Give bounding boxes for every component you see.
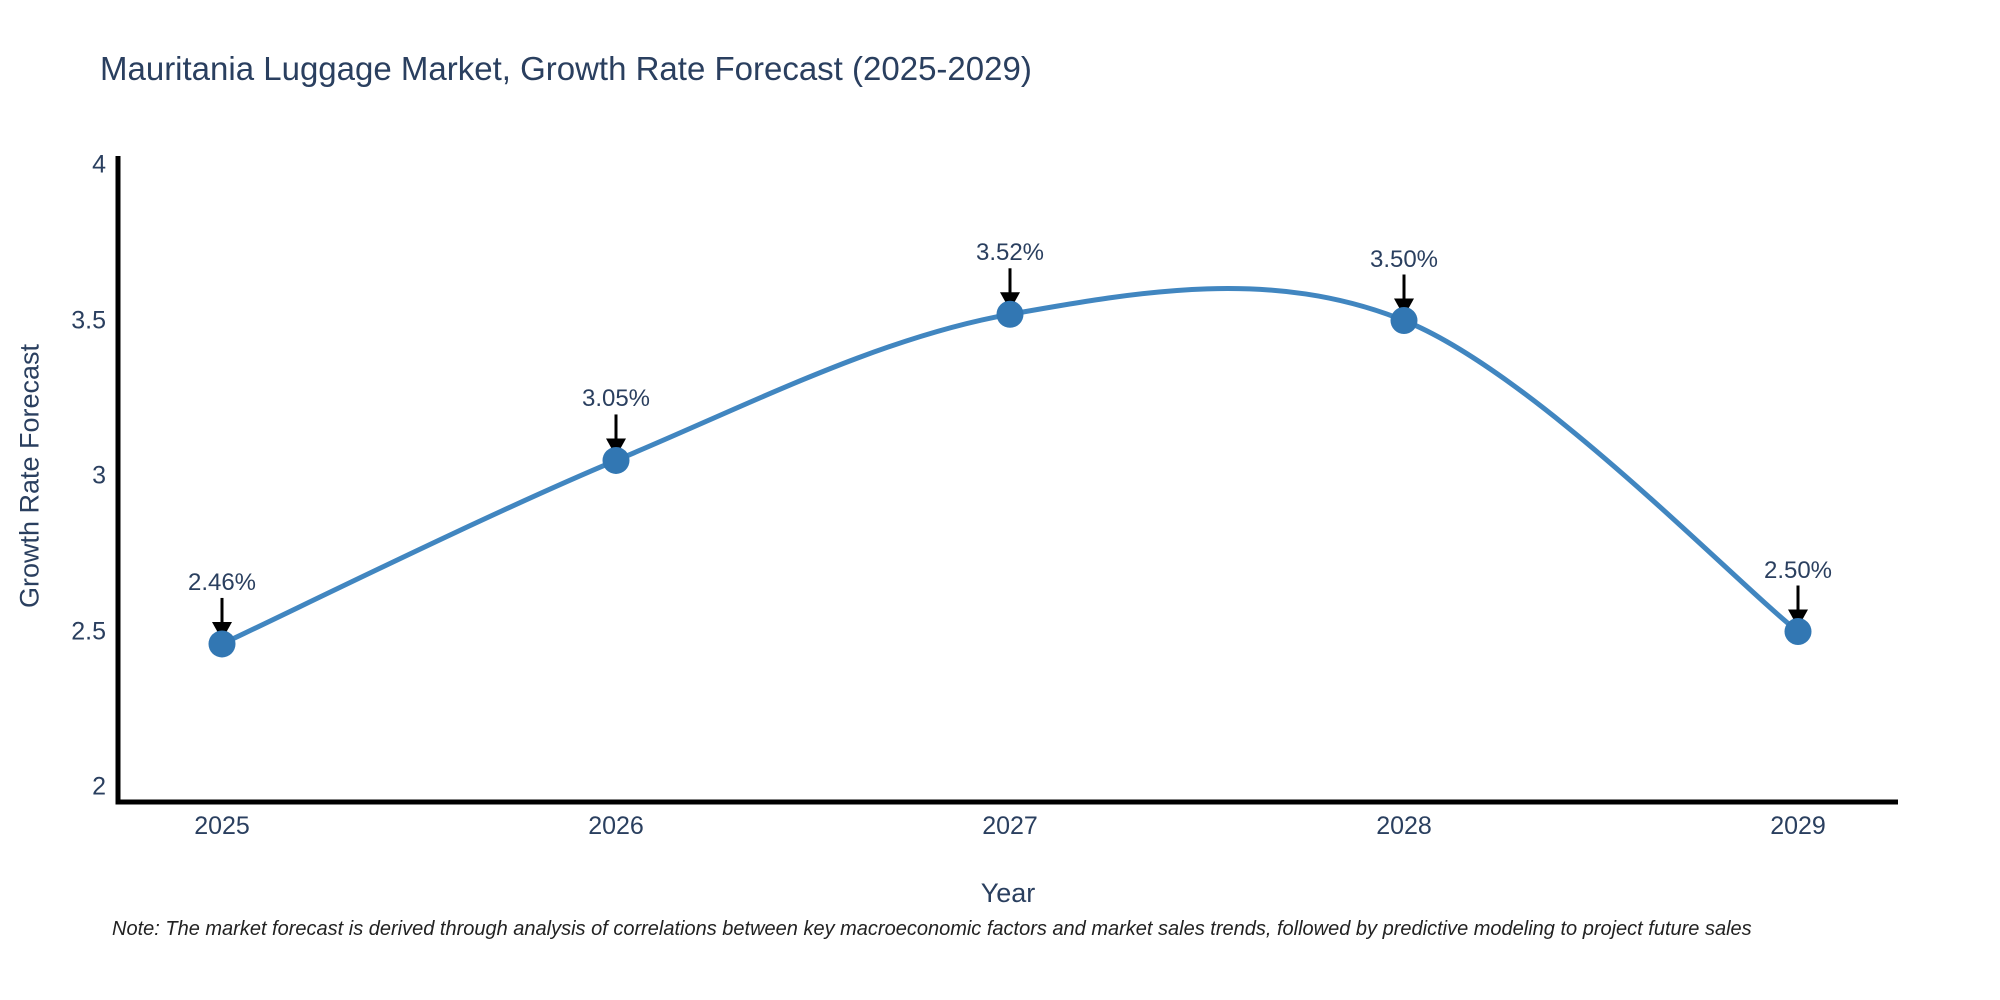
y-tick-label-2: 2 xyxy=(92,772,106,801)
data-point-2026[interactable] xyxy=(602,446,630,474)
data-point-2027[interactable] xyxy=(996,300,1024,328)
y-tick-label-2.5: 2.5 xyxy=(71,617,106,645)
y-tick-label-3.5: 3.5 xyxy=(71,306,106,334)
point-annotation-2025: 2.46% xyxy=(187,568,257,596)
point-annotation-2026: 3.05% xyxy=(581,385,651,413)
point-annotation-2028: 3.50% xyxy=(1369,245,1439,273)
y-tick-label-3: 3 xyxy=(92,461,106,490)
x-tick-label-2029: 2029 xyxy=(1770,812,1826,840)
y-tick-label-4: 4 xyxy=(92,150,106,179)
chart-title: Mauritania Luggage Market, Growth Rate F… xyxy=(100,50,1032,87)
point-annotation-2029: 2.50% xyxy=(1763,556,1833,584)
data-point-2029[interactable] xyxy=(1784,618,1812,645)
x-tick-label-2025: 2025 xyxy=(194,812,250,840)
data-point-2028[interactable] xyxy=(1390,307,1418,334)
x-tick-label-2026: 2026 xyxy=(588,812,644,840)
x-tick-label-2027: 2027 xyxy=(982,812,1038,840)
point-annotation-2027: 3.52% xyxy=(975,239,1045,267)
chart-footnote: Note: The market forecast is derived thr… xyxy=(112,918,1752,940)
data-point-2025[interactable] xyxy=(208,630,236,658)
x-tick-label-2028: 2028 xyxy=(1376,812,1432,840)
forecast-line xyxy=(219,286,1801,647)
x-axis-title: Year xyxy=(980,878,1036,908)
y-axis-title: Growth Rate Forecast xyxy=(14,343,45,609)
